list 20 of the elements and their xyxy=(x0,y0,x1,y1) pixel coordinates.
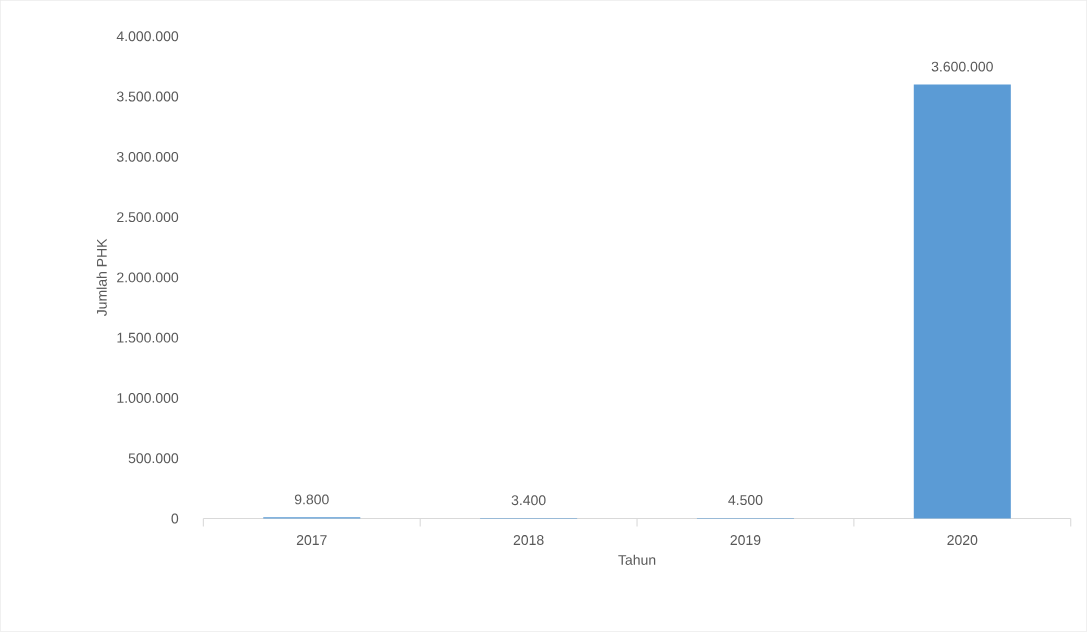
x-tick-label: 2017 xyxy=(296,535,327,546)
data-label: 3.600.000 xyxy=(931,61,993,72)
y-tick-label: 1.500.000 xyxy=(117,332,179,343)
x-axis-title: Tahun xyxy=(618,554,656,566)
data-label: 4.500 xyxy=(728,495,763,506)
y-tick-label: 4.000.000 xyxy=(116,31,179,42)
bar xyxy=(913,84,1011,519)
x-tick-label: 2019 xyxy=(730,535,761,546)
y-tick-label: 1.000.000 xyxy=(117,393,179,403)
y-tick-label: 3.000.000 xyxy=(116,151,179,162)
data-label: 3.400 xyxy=(511,495,546,506)
y-tick-label: 3.500.000 xyxy=(116,91,179,102)
y-tick-label: 2.000.000 xyxy=(117,272,179,283)
data-label: 9.800 xyxy=(294,494,329,505)
x-tick-label: 2020 xyxy=(947,535,978,546)
x-tick-label: 2018 xyxy=(513,535,544,546)
y-tick-label: 0 xyxy=(171,513,179,524)
y-tick-label: 2.500.000 xyxy=(117,212,179,223)
y-axis-title: Jumlah PHK xyxy=(96,238,107,317)
y-tick-label: 500.000 xyxy=(128,453,179,464)
